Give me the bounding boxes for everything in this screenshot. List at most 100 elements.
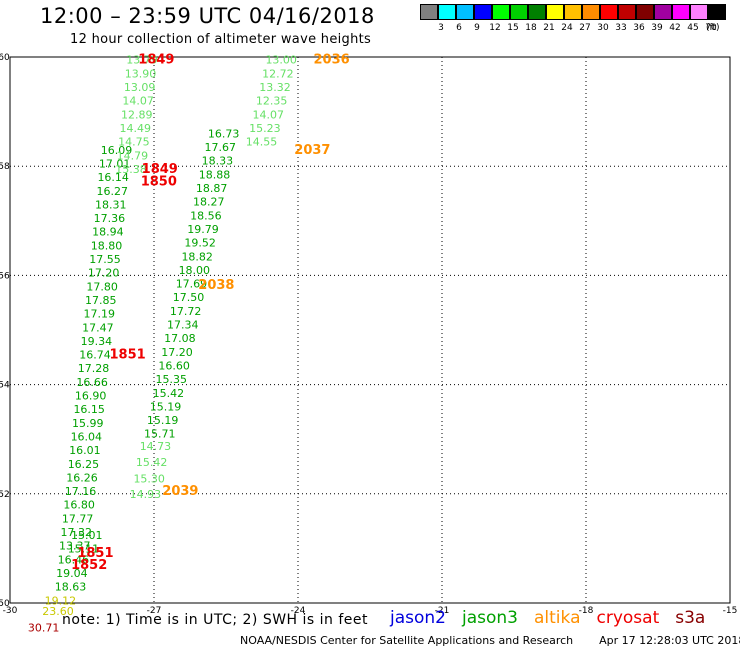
legend-label: 36 (633, 23, 645, 33)
pass-time-label: 1851 (77, 546, 113, 561)
wave-height-label: 14.73 (140, 440, 172, 453)
wave-height-label: 18.80 (91, 239, 123, 252)
satellite-cryosat: cryosat (596, 608, 660, 628)
wave-height-label: 15.30 (133, 473, 165, 486)
y-tick-label: 54 (0, 381, 10, 391)
wave-height-label: 16.80 (63, 499, 95, 512)
x-tick-label: -15 (723, 606, 738, 616)
wave-height-label: 13.90 (125, 67, 157, 80)
wave-height-label: 16.26 (66, 471, 98, 484)
wave-height-label: 16.14 (97, 171, 129, 184)
wave-height-label: 18.33 (202, 155, 234, 168)
wave-height-label: 17.08 (164, 332, 196, 345)
wave-height-label: 17.69 (176, 278, 208, 291)
legend-swatch (492, 4, 510, 20)
wave-height-label: 18.27 (193, 196, 225, 209)
legend-label: 33 (615, 23, 627, 33)
wave-height-label: 19.52 (184, 237, 216, 250)
wave-height-label: 15.19 (147, 414, 179, 427)
wave-height-label: 17.28 (78, 362, 110, 375)
legend-label: 39 (651, 23, 663, 33)
legend-swatch (510, 4, 528, 20)
wave-height-label: 19.04 (56, 567, 88, 580)
legend-label: 18 (525, 23, 537, 33)
wave-height-label: 17.20 (161, 346, 193, 359)
wave-height-label: 16.25 (68, 458, 100, 471)
legend-swatch (636, 4, 654, 20)
x-tick-label: -24 (291, 606, 306, 616)
wave-height-label: 17.19 (84, 308, 116, 321)
wave-height-label: 17.80 (86, 280, 118, 293)
wave-height-label: 17.36 (94, 212, 126, 225)
wave-height-label: 14.55 (246, 136, 278, 149)
legend-swatch (420, 4, 438, 20)
legend-label: 12 (489, 23, 501, 33)
wave-height-label: 15.99 (72, 417, 104, 430)
wave-height-label: 15.38 (115, 163, 147, 176)
wave-height-label: 18.82 (181, 250, 213, 263)
wave-height-label: 17.16 (65, 485, 97, 498)
pass-time-label: 2037 (294, 143, 330, 158)
wave-height-label: 18.87 (196, 182, 228, 195)
pass-time-label: 2039 (162, 484, 198, 499)
wave-height-label: 18.00 (179, 264, 211, 277)
wave-height-label: 16.27 (96, 185, 128, 198)
y-tick-label: 52 (0, 490, 10, 500)
wave-height-label: 17.85 (85, 294, 117, 307)
wave-height-label: 15.01 (71, 529, 103, 542)
wave-height-label: 19.79 (187, 223, 219, 236)
wave-height-label: 14.93 (130, 488, 162, 501)
wave-height-label: 13.32 (259, 81, 291, 94)
pass-time-label: 1849 (138, 53, 174, 68)
wave-height-label: 18.31 (95, 198, 127, 211)
credit-text: NOAA/NESDIS Center for Satellite Applica… (240, 634, 574, 647)
legend-swatch (600, 4, 618, 20)
legend-swatch (528, 4, 546, 20)
wave-height-label: 16.15 (73, 403, 105, 416)
legend-label: 30 (597, 23, 609, 33)
wave-height-label: 17.50 (173, 291, 205, 304)
footnote: note: 1) Time is in UTC; 2) SWH is in fe… (62, 612, 369, 628)
wave-height-label: 17.34 (167, 319, 199, 332)
legend-label: 21 (543, 23, 555, 33)
wave-height-label: 12.35 (256, 95, 288, 108)
y-tick-label: 60 (0, 53, 10, 63)
legend-swatch (690, 4, 708, 20)
wave-height-label: 17.67 (204, 141, 236, 154)
legend-label: 9 (474, 23, 480, 33)
wave-height-label: 23.60 (42, 605, 74, 618)
page-subtitle: 12 hour collection of altimeter wave hei… (70, 32, 372, 47)
wave-height-label: 16.73 (208, 127, 240, 140)
x-tick-label: -30 (3, 606, 18, 616)
legend-swatch (474, 4, 492, 20)
wave-height-label: 19.34 (81, 335, 113, 348)
wave-height-label: 17.32 (60, 526, 92, 539)
wave-height-label: 16.90 (75, 390, 107, 403)
legend-swatch (546, 4, 564, 20)
wave-height-label: 17.47 (82, 321, 114, 334)
satellite-jason3: jason3 (462, 608, 518, 628)
wave-height-label: 15.11 (68, 542, 100, 555)
legend-label: 15 (507, 23, 519, 33)
wave-height-label: 19.12 (45, 594, 77, 607)
pass-time-label: 1850 (141, 174, 177, 189)
y-tick-label: 50 (0, 599, 10, 609)
wave-height-label: 16.04 (71, 430, 103, 443)
x-tick-label: -18 (579, 606, 594, 616)
wave-height-label: 13.00 (265, 54, 297, 67)
pass-time-label: 1851 (110, 348, 146, 363)
wave-height-label: 15.42 (153, 387, 185, 400)
legend-swatch (456, 4, 474, 20)
wave-height-label: 13.37 (59, 540, 91, 553)
wave-height-label: 18.88 (199, 168, 231, 181)
legend-swatch (438, 4, 456, 20)
legend-swatch (582, 4, 600, 20)
legend-label: 24 (561, 23, 573, 33)
wave-height-label: 18.56 (190, 209, 222, 222)
wave-height-label: 17.77 (62, 512, 94, 525)
wave-height-label: 18.94 (92, 226, 124, 239)
wave-height-label: 14.79 (117, 149, 149, 162)
generated-timestamp: Apr 17 12:28:03 UTC 2018 (599, 634, 740, 647)
pass-time-label: 2036 (314, 53, 350, 68)
legend-label: 3 (438, 23, 444, 33)
